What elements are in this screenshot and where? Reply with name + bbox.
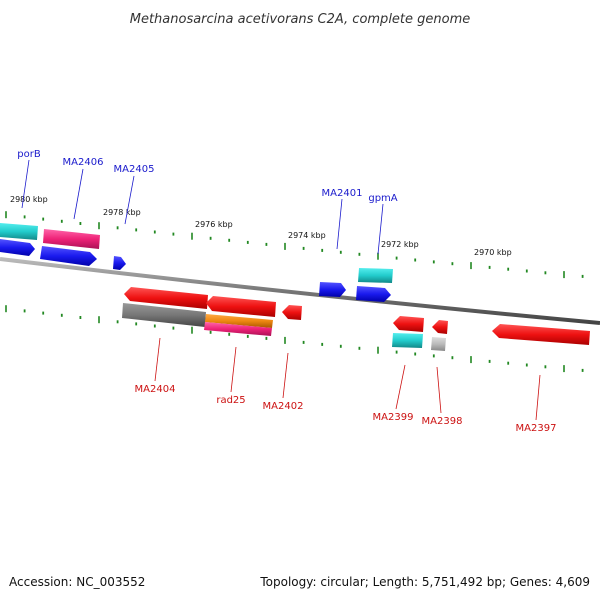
gene-label-MA2397[interactable]: MA2397 bbox=[516, 423, 557, 434]
gene-label-MA2405[interactable]: MA2405 bbox=[114, 164, 155, 175]
leader-MA2402 bbox=[282, 352, 289, 399]
lower-tick-ring bbox=[5, 305, 584, 373]
leader-MA2404 bbox=[154, 337, 161, 382]
gene-MA2397-cds[interactable] bbox=[492, 324, 590, 345]
accession-text: Accession: NC_003552 bbox=[9, 575, 145, 589]
gene-rad25-feature-a[interactable] bbox=[205, 314, 273, 328]
tick-label-2976: 2976 kbp bbox=[195, 220, 233, 229]
leader-rad25 bbox=[230, 346, 237, 393]
leader-MA2401 bbox=[336, 198, 343, 250]
leader-MA2397 bbox=[535, 374, 541, 421]
leader-porB bbox=[21, 159, 30, 209]
map-title: Methanosarcina acetivorans C2A, complete… bbox=[130, 12, 471, 27]
topology-text: Topology: circular; Length: 5,751,492 bp… bbox=[259, 575, 590, 589]
gene-label-porB[interactable]: porB bbox=[17, 149, 41, 160]
gene-MA2398-cds[interactable] bbox=[432, 320, 448, 334]
gene-MA2406-feature[interactable] bbox=[43, 229, 100, 249]
gene-gpmA-feature[interactable] bbox=[358, 268, 393, 283]
gene-MA2399-cds[interactable] bbox=[393, 316, 424, 332]
leader-MA2405 bbox=[124, 175, 135, 225]
leader-MA2399 bbox=[395, 364, 406, 410]
gene-label-MA2402[interactable]: MA2402 bbox=[263, 401, 304, 412]
gene-MA2404-feature[interactable] bbox=[122, 303, 206, 327]
tick-label-2970: 2970 kbp bbox=[474, 248, 512, 257]
gene-label-MA2406[interactable]: MA2406 bbox=[63, 157, 104, 168]
gene-MA2399-feature[interactable] bbox=[392, 333, 423, 348]
tick-label-2980: 2980 kbp bbox=[10, 195, 48, 204]
gene-label-MA2401[interactable]: MA2401 bbox=[322, 188, 363, 199]
leader-gpmA bbox=[377, 203, 384, 255]
gene-rad25-feature-b[interactable] bbox=[204, 322, 272, 336]
gene-label-rad25[interactable]: rad25 bbox=[216, 395, 245, 406]
gene-label-MA2404[interactable]: MA2404 bbox=[135, 384, 176, 395]
gene-label-MA2399[interactable]: MA2399 bbox=[373, 412, 414, 423]
gene-porB-feature[interactable] bbox=[0, 223, 38, 240]
gene-MA2406-cds[interactable] bbox=[40, 246, 97, 266]
gene-MA2404-cds[interactable] bbox=[124, 287, 208, 309]
leader-MA2406 bbox=[73, 168, 84, 220]
gene-gpmA-cds[interactable] bbox=[356, 286, 391, 302]
gene-label-MA2398[interactable]: MA2398 bbox=[422, 416, 463, 427]
tick-label-2978: 2978 kbp bbox=[103, 208, 141, 217]
tick-label-2974: 2974 kbp bbox=[288, 231, 326, 240]
gene-MA2401-cds[interactable] bbox=[319, 282, 346, 297]
tick-label-2972: 2972 kbp bbox=[381, 240, 419, 249]
gene-MA2402-cds[interactable] bbox=[282, 305, 302, 320]
leader-MA2398 bbox=[436, 366, 442, 414]
gene-porB-cds[interactable] bbox=[0, 239, 35, 256]
gene-MA2398-feature[interactable] bbox=[431, 337, 446, 351]
gene-MA2405-cds[interactable] bbox=[113, 256, 126, 270]
gene-rad25-cds[interactable] bbox=[206, 296, 276, 317]
gene-label-gpmA[interactable]: gpmA bbox=[368, 193, 397, 204]
genome-backbone bbox=[0, 257, 600, 325]
upper-tick-ring bbox=[5, 211, 584, 279]
